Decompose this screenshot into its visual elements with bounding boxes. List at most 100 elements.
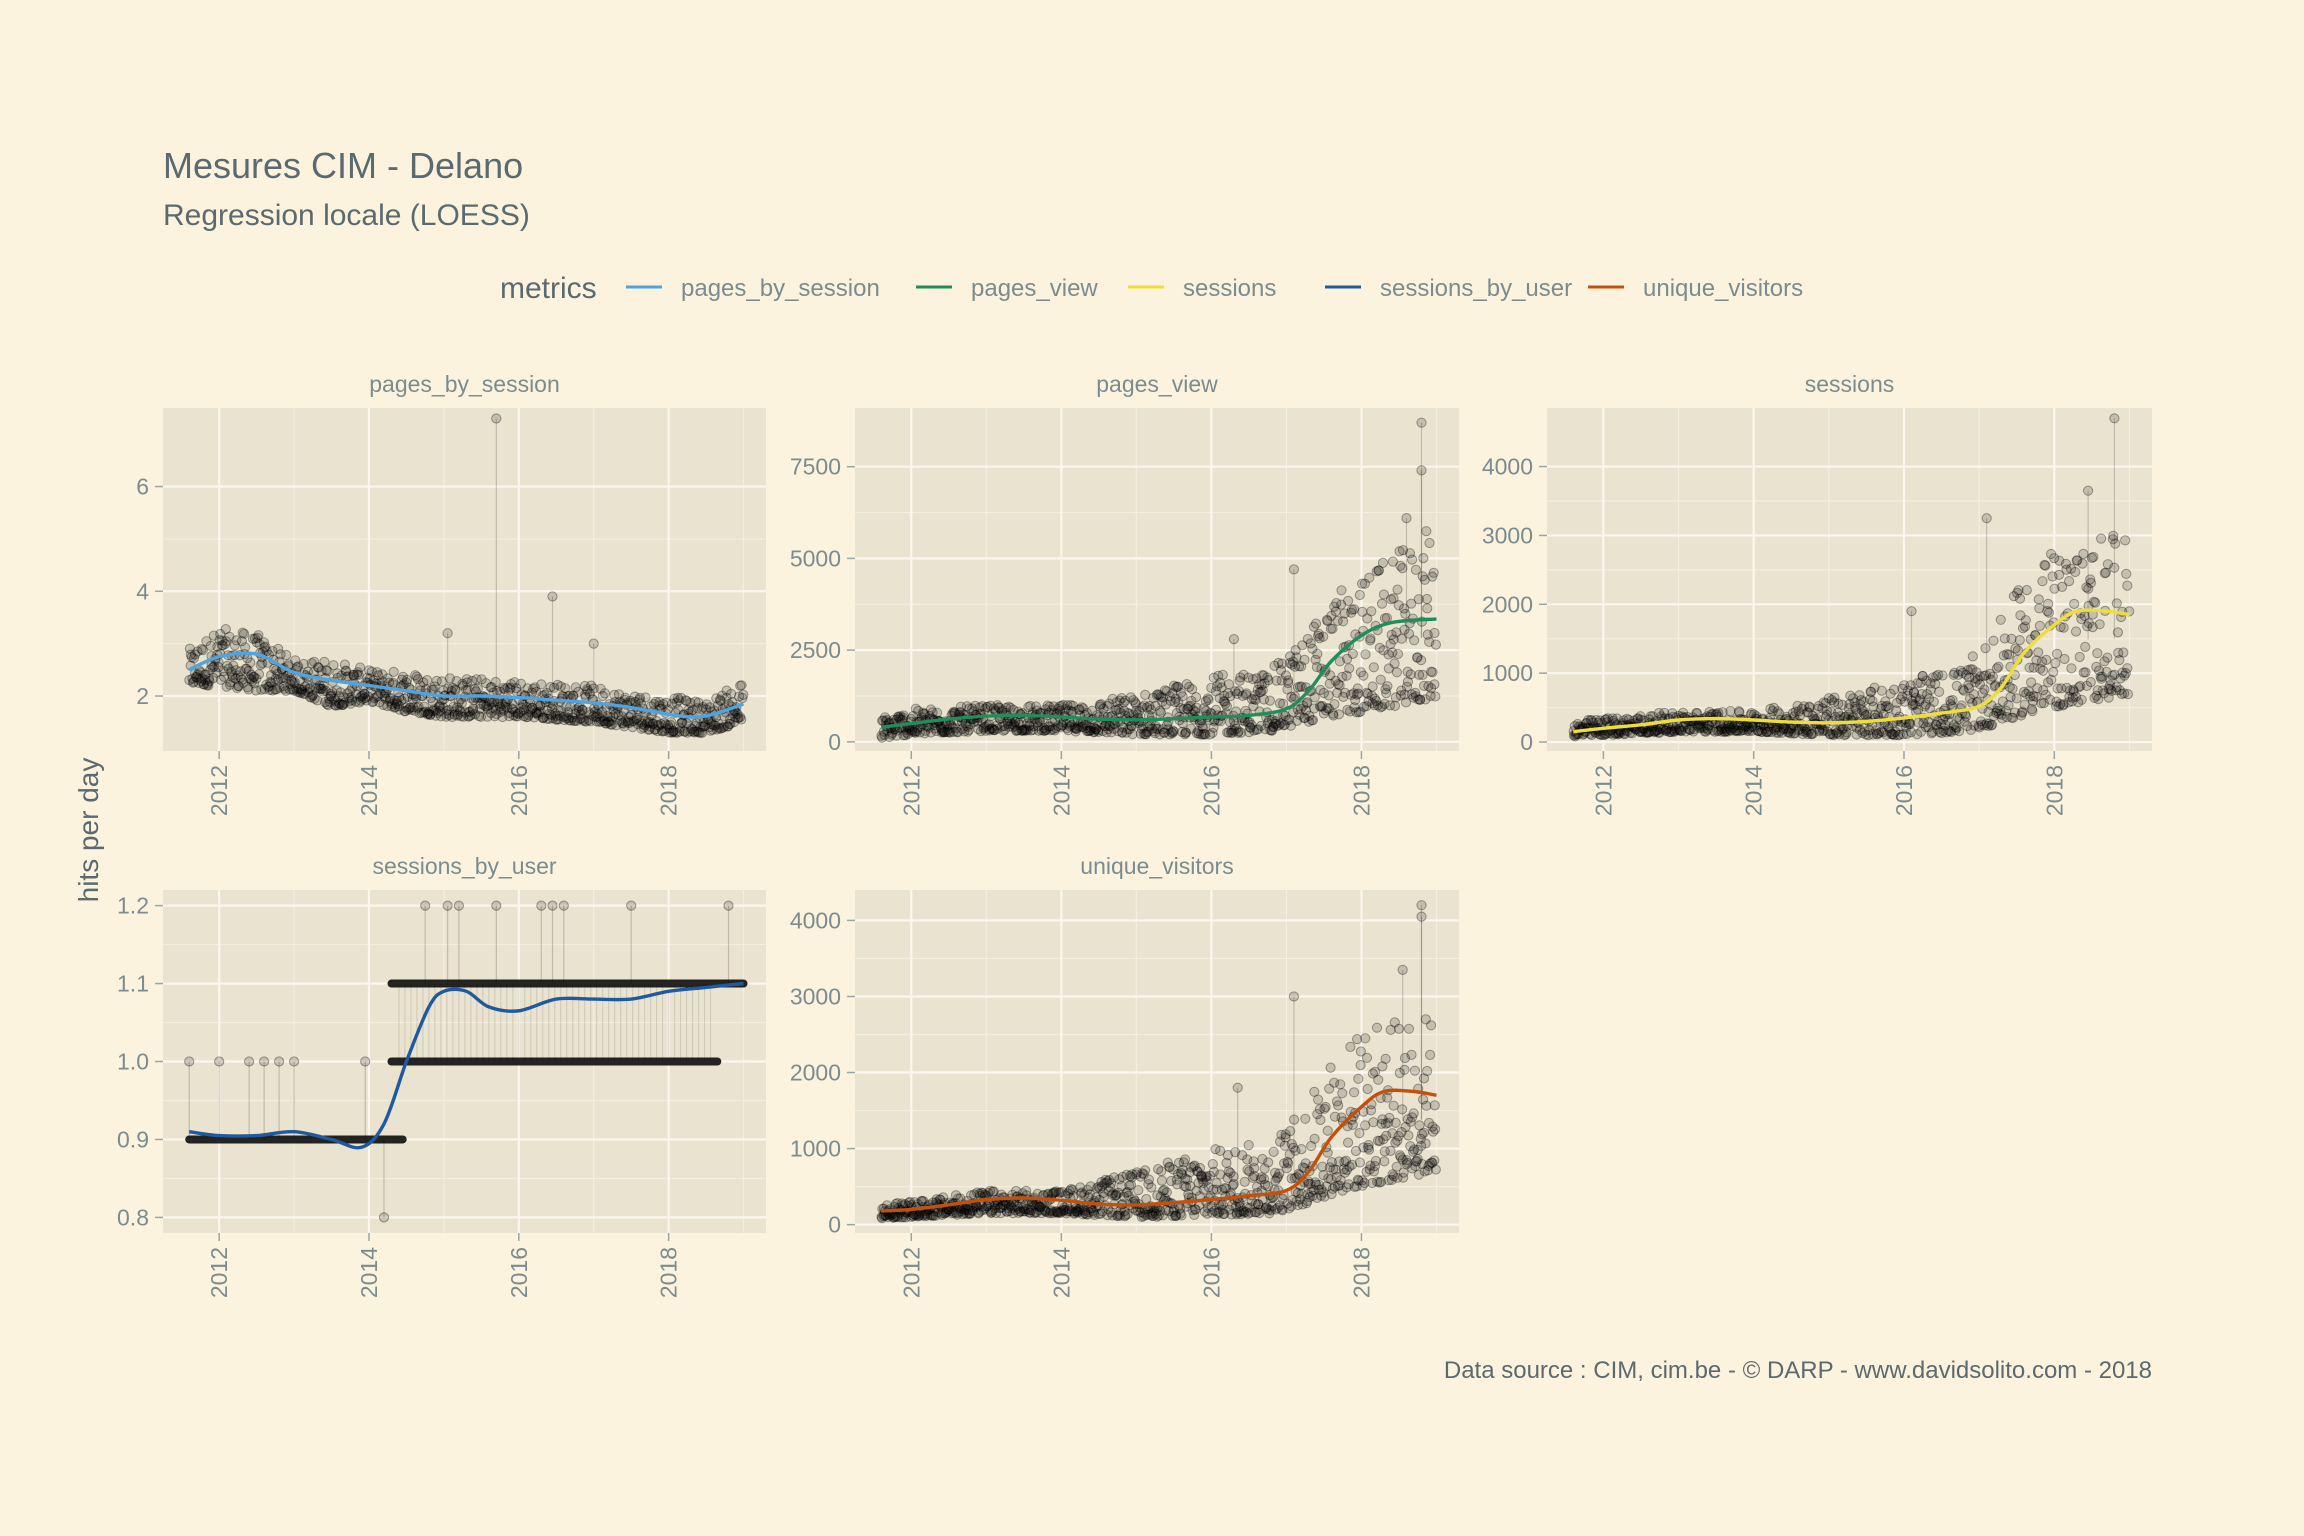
data-point [258,637,269,648]
data-point [1362,1083,1373,1095]
data-point [1232,1082,1243,1093]
data-point [736,714,747,725]
data-point [334,691,345,702]
data-point [1954,726,1965,737]
data-point [403,704,414,715]
data-point [1176,1210,1187,1221]
data-point [235,672,246,683]
data-point [2122,580,2133,591]
data-point [318,680,329,692]
data-point [202,678,213,689]
data-point [251,673,262,684]
data-point [1320,1101,1331,1113]
data-point [1960,711,1972,722]
data-point [240,663,251,674]
data-point [485,682,496,693]
data-point [1421,593,1433,605]
y-tick-label: 5000 [790,545,841,571]
y-tick-label: 2 [136,683,149,709]
data-point [281,649,292,661]
data-point [270,673,281,685]
data-point [1422,603,1433,614]
data-point [410,670,421,681]
data-point [1389,700,1401,712]
data-point [461,684,472,695]
data-point [264,684,275,695]
data-point [242,682,253,693]
data-point [411,671,422,682]
data-point [306,692,317,703]
data-point [300,681,311,692]
data-point [449,706,460,717]
data-point [340,665,351,676]
data-point [456,698,467,709]
data-point [449,684,460,695]
data-point [723,900,734,911]
data-point [1979,684,1990,695]
data-point [345,698,356,709]
data-point [272,669,283,680]
data-point [1430,691,1441,702]
data-point [666,717,677,728]
legend-label-pages_view: pages_view [971,275,1098,302]
data-point [2120,535,2131,546]
data-point [1981,513,1992,524]
data-point [289,677,300,688]
legend-label-pages_by_session: pages_by_session [681,275,880,302]
data-point [293,661,304,672]
y-tick-label: 4 [136,578,149,604]
data-point [203,680,214,691]
data-point [465,706,476,717]
data-point [455,706,466,717]
data-point [188,677,199,688]
x-tick-label: 2016 [1891,765,1917,816]
data-point [416,707,427,718]
data-point [215,628,226,640]
data-point [373,670,384,681]
data-point [269,684,280,695]
data-point [1377,557,1389,569]
data-point [1392,648,1404,660]
data-point [2090,597,2101,608]
data-point [1379,1156,1390,1167]
data-point [1416,655,1427,666]
data-point [368,696,379,707]
data-point [1353,688,1364,699]
data-point [402,674,413,685]
data-point [330,695,341,706]
y-tick-label: 3000 [790,983,841,1009]
data-point [207,662,218,673]
data-point [191,672,202,683]
data-point [198,679,209,690]
data-point [2033,594,2044,605]
data-point [2085,677,2096,688]
data-point [2121,568,2132,580]
data-point [218,671,230,682]
data-point [1365,633,1376,644]
data-point [1146,1182,1157,1193]
data-point [363,691,374,702]
data-point [306,658,317,669]
data-point [334,698,346,710]
data-point [193,673,204,684]
data-point [427,696,438,707]
data-point [473,710,485,722]
data-point [2014,593,2026,604]
data-point [434,701,445,712]
data-point [1906,606,1917,617]
data-point [491,413,502,424]
data-point [236,674,247,685]
data-point [1418,1127,1430,1138]
data-point [1349,1087,1360,1098]
data-point [486,681,497,693]
data-point [322,666,333,677]
data-point [325,691,336,702]
data-point [188,676,199,687]
data-point [320,685,331,696]
data-point [361,695,372,706]
data-point [1418,553,1429,564]
data-point [1168,726,1179,737]
data-point [389,702,400,713]
data-point [297,684,308,695]
data-point [192,669,203,680]
